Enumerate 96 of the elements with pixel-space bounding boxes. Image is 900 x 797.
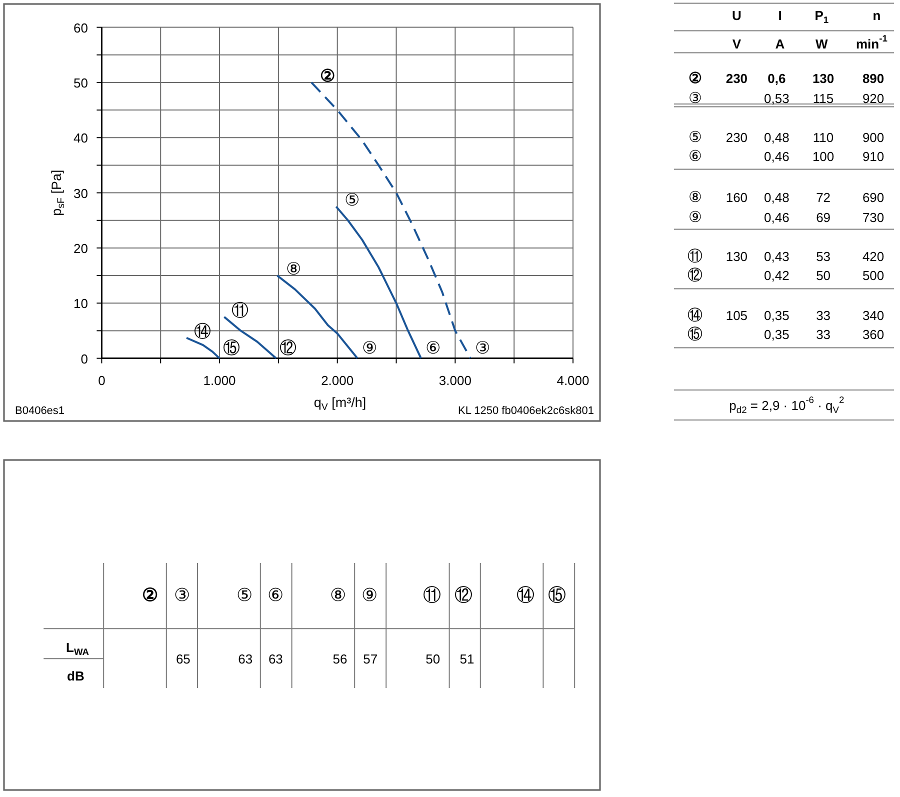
x-tick-label: 0	[98, 372, 106, 388]
text: KL 1250 fb0406ek2c6sk801	[458, 405, 594, 417]
text: 340	[862, 308, 884, 322]
text: 0,46	[764, 210, 790, 224]
x-tick-label: 1.000	[203, 372, 236, 388]
text: 56	[332, 651, 348, 666]
text: ②	[688, 70, 702, 86]
text: 53	[816, 248, 831, 264]
text: ③	[688, 90, 702, 106]
text: ⑫	[454, 585, 473, 605]
text: 900	[862, 130, 884, 144]
text: 0,42	[764, 268, 790, 282]
text: 0,35	[764, 308, 790, 322]
text: ⑧	[688, 188, 702, 206]
text: 100	[812, 148, 834, 164]
text: 65	[176, 651, 190, 666]
text: 0,43	[764, 248, 790, 264]
text: 130	[726, 248, 748, 264]
text: L$_{WA}$	[66, 640, 90, 657]
text: 110	[812, 130, 834, 144]
text: 0,48	[764, 190, 790, 204]
text: 50	[816, 268, 831, 282]
text: U	[732, 8, 742, 22]
text: ⑮	[688, 326, 702, 342]
text: ⑥	[688, 148, 702, 164]
text: 890	[862, 70, 884, 86]
text: 0,53	[764, 90, 790, 106]
y-tick-label: 30	[74, 185, 88, 200]
text: 33	[816, 326, 831, 342]
text: 105	[726, 308, 748, 322]
text: 690	[862, 190, 884, 204]
text: dB	[67, 668, 84, 684]
text: 63	[238, 651, 253, 666]
text: 69	[816, 210, 831, 224]
annotation: ⑫	[280, 338, 297, 357]
text: 130	[812, 70, 834, 86]
annotation: ③	[475, 338, 490, 357]
annotation: ⑥	[426, 338, 440, 357]
text: min$^{-1}$	[856, 33, 888, 51]
text: ⑭	[516, 585, 535, 605]
y-tick-label: 50	[74, 74, 88, 90]
x-tick-label: 3.000	[438, 372, 472, 388]
y-tick-label: 0	[80, 350, 88, 366]
text: 33	[816, 308, 831, 322]
text: 910	[862, 148, 884, 164]
text: 230	[726, 70, 748, 86]
text: 0,46	[764, 148, 790, 164]
annotation: ⑧	[286, 259, 301, 278]
text: 920	[862, 90, 884, 106]
annotation: ⑨	[362, 338, 377, 357]
text: 72	[816, 190, 831, 204]
text: ⑨	[688, 208, 702, 226]
text: ⑥	[268, 585, 284, 605]
text: 420	[862, 248, 884, 264]
text: ⑫	[688, 266, 702, 284]
annotation: ⑤	[344, 190, 360, 210]
x-tick-label: 4.000	[556, 372, 590, 388]
text: ⑪	[423, 585, 442, 605]
text: ⑭	[688, 306, 702, 324]
text: 0,35	[764, 326, 790, 342]
x-axis-title: q$_{V}$ [m³/h]	[314, 394, 366, 413]
text: 230	[726, 130, 748, 144]
text: n	[872, 8, 881, 22]
text: 0,6	[768, 70, 786, 86]
text: 63	[268, 651, 283, 666]
text: ⑮	[548, 585, 566, 605]
text: A	[775, 36, 786, 51]
text: V	[732, 36, 742, 51]
annotation: ②	[320, 66, 335, 85]
text: 500	[862, 268, 884, 282]
text: 360	[862, 326, 884, 342]
text: 730	[862, 210, 884, 224]
x-tick-label: 2.000	[321, 372, 354, 388]
text: 160	[726, 190, 748, 204]
annotation: ⑪	[232, 300, 249, 320]
text: ⑨	[361, 585, 378, 605]
y-tick-label: 20	[74, 240, 88, 256]
text: 0,48	[764, 130, 790, 144]
text: ⑤	[688, 128, 702, 146]
text: I	[778, 8, 782, 22]
y-tick-label: 60	[74, 20, 88, 35]
text: B0406es1	[15, 405, 65, 417]
annotation: ⑮	[223, 338, 240, 357]
text: W	[816, 36, 829, 51]
text: 115	[812, 90, 834, 106]
text: ③	[174, 585, 190, 605]
y-tick-label: 40	[74, 130, 88, 146]
text: ②	[142, 585, 158, 605]
text: ⑧	[330, 585, 346, 605]
text: P$_{1}$	[814, 8, 829, 25]
text: ⑤	[236, 585, 252, 605]
y-tick-label: 10	[74, 296, 88, 311]
text: ⑪	[688, 248, 702, 264]
text: 51	[460, 651, 474, 666]
text: 57	[363, 651, 378, 666]
text: 50	[426, 651, 440, 666]
